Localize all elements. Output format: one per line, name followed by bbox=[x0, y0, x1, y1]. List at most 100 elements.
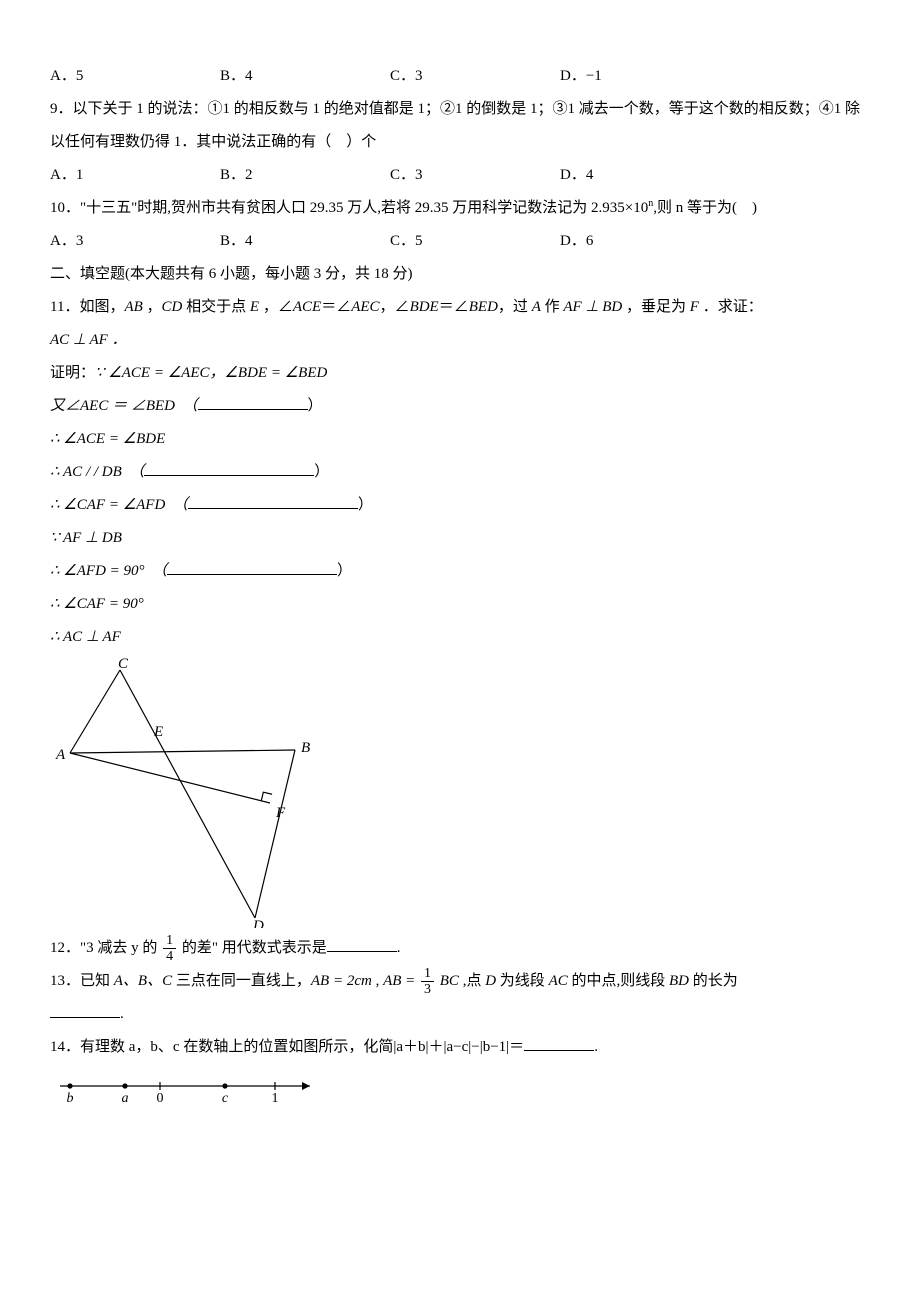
q11-t7: ＝∠ bbox=[439, 299, 469, 315]
svg-text:B: B bbox=[301, 740, 310, 756]
q11-p7b: ） bbox=[337, 563, 352, 579]
q13-e: 为线段 bbox=[496, 973, 549, 989]
q11-t8: ，过 bbox=[498, 299, 532, 315]
q11-e: E bbox=[250, 299, 259, 315]
q12-frac: 14 bbox=[163, 933, 176, 965]
proof-label: 证明： bbox=[50, 365, 95, 381]
svg-text:A: A bbox=[55, 747, 66, 763]
q11-t4: ，∠ bbox=[259, 299, 293, 315]
q13: 13．已知 A、B、C 三点在同一直线上，AB = 2cm , AB = 13 … bbox=[50, 965, 870, 998]
q12-c: . bbox=[397, 940, 401, 956]
q13-c: , bbox=[372, 973, 383, 989]
svg-text:a: a bbox=[122, 1091, 129, 1104]
q13-frac: 13 bbox=[421, 966, 434, 998]
q13-tail: . bbox=[50, 998, 870, 1031]
q9-choice-d: D．4 bbox=[560, 159, 730, 192]
q13-den: 3 bbox=[421, 981, 434, 997]
q11-t10: ，垂足为 bbox=[622, 299, 690, 315]
q11-blank-2[interactable] bbox=[144, 460, 314, 476]
q10-choice-c: C．5 bbox=[390, 225, 560, 258]
q13-abc: A、B、C bbox=[114, 973, 172, 989]
q9-choices: A．1 B．2 C．3 D．4 bbox=[50, 159, 870, 192]
q11-a: A bbox=[532, 299, 541, 315]
q8-choice-b: B．4 bbox=[220, 60, 390, 93]
svg-text:c: c bbox=[222, 1091, 229, 1104]
q11-proof: 证明：∵ ∠ACE = ∠AEC，∠BDE = ∠BED bbox=[50, 357, 870, 390]
q12-a: 12．"3 减去 y 的 bbox=[50, 940, 161, 956]
svg-text:D: D bbox=[252, 918, 264, 928]
q10-text-a: 10．"十三五"时期,贺州市共有贫困人口 29.35 万人,若将 29.35 万… bbox=[50, 200, 648, 216]
q12-den: 4 bbox=[163, 948, 176, 964]
q13-bd: BD bbox=[669, 973, 689, 989]
q11-aec: AEC bbox=[351, 299, 379, 315]
q11-p7a: ∴ ∠AFD = 90° （ bbox=[50, 563, 167, 579]
svg-text:F: F bbox=[275, 805, 286, 821]
q11-p9: ∴ AC ⊥ AF bbox=[50, 621, 870, 654]
q11-t9: 作 bbox=[541, 299, 564, 315]
q11-afbd: AF ⊥ BD bbox=[563, 299, 622, 315]
q11-t6: ，∠ bbox=[380, 299, 410, 315]
q11-p4b: ） bbox=[314, 464, 329, 480]
q13-d: ,点 bbox=[459, 973, 485, 989]
q12-b: 的差" 用代数式表示是 bbox=[178, 940, 327, 956]
q11-blank-1[interactable] bbox=[198, 394, 308, 410]
q11-blank-3[interactable] bbox=[188, 493, 358, 509]
q12-blank[interactable] bbox=[327, 936, 397, 952]
q9-text: 9．以下关于 1 的说法：①1 的相反数与 1 的绝对值都是 1；②1 的倒数是… bbox=[50, 93, 870, 159]
q11-p5a: ∴ ∠CAF = ∠AFD （ bbox=[50, 497, 188, 513]
q13-eq2r: BC bbox=[436, 973, 459, 989]
q10-choice-a: A．3 bbox=[50, 225, 220, 258]
q11-p4a: ∴ AC / / DB （ bbox=[50, 464, 144, 480]
q11-p2a: 又∠AEC ＝ ∠BED （ bbox=[50, 398, 198, 414]
svg-text:b: b bbox=[67, 1091, 74, 1104]
q11-t5: ＝∠ bbox=[321, 299, 351, 315]
q14-numberline-wrap: ba0c1 bbox=[50, 1068, 870, 1104]
q11-p7: ∴ ∠AFD = 90° （ ） bbox=[50, 555, 870, 588]
section2-header: 二、填空题(本大题共有 6 小题，每小题 3 分，共 18 分) bbox=[50, 258, 870, 291]
q13-blank[interactable] bbox=[50, 1002, 120, 1018]
q11-ab: AB bbox=[124, 299, 142, 315]
q13-eq2l: AB = bbox=[383, 973, 419, 989]
q11-p1: ∵ ∠ACE = ∠AEC，∠BDE = ∠BED bbox=[95, 365, 327, 381]
q11-line1: 11．如图，AB ，CD 相交于点 E ，∠ACE＝∠AEC，∠BDE＝∠BED… bbox=[50, 291, 870, 324]
q14-numberline: ba0c1 bbox=[50, 1068, 320, 1104]
q11-bed: BED bbox=[469, 299, 498, 315]
q11-blank-4[interactable] bbox=[167, 559, 337, 575]
svg-text:C: C bbox=[118, 658, 129, 672]
q11-bde: BDE bbox=[410, 299, 439, 315]
q11-t3: 相交于点 bbox=[182, 299, 250, 315]
q11-t2: ， bbox=[143, 299, 162, 315]
q12: 12．"3 减去 y 的 14 的差" 用代数式表示是. bbox=[50, 932, 870, 965]
q14: 14．有理数 a，b、c 在数轴上的位置如图所示，化简|a＋b|＋|a−c|−|… bbox=[50, 1031, 870, 1064]
q13-eq1: AB = 2cm bbox=[311, 973, 372, 989]
q13-g: 的长为 bbox=[689, 973, 738, 989]
q13-b: 三点在同一直线上， bbox=[172, 973, 311, 989]
q11-figure: ABCDEF bbox=[50, 658, 310, 928]
q11-p8: ∴ ∠CAF = 90° bbox=[50, 588, 870, 621]
q11-t1: 11．如图， bbox=[50, 299, 124, 315]
q8-choice-d: D．−1 bbox=[560, 60, 730, 93]
q11-p4: ∴ AC / / DB （ ） bbox=[50, 456, 870, 489]
q8-choice-a: A．5 bbox=[50, 60, 220, 93]
q11-line2: AC ⊥ AF ． bbox=[50, 324, 870, 357]
q11-p5b: ） bbox=[358, 497, 373, 513]
q8-choices: A．5 B．4 C．3 D．−1 bbox=[50, 60, 870, 93]
q13-f: 的中点,则线段 bbox=[568, 973, 669, 989]
q10-text: 10．"十三五"时期,贺州市共有贫困人口 29.35 万人,若将 29.35 万… bbox=[50, 192, 870, 225]
q11-p3: ∴ ∠ACE = ∠BDE bbox=[50, 423, 870, 456]
q13-a: 13．已知 bbox=[50, 973, 114, 989]
q10-choice-d: D．6 bbox=[560, 225, 730, 258]
q11-p5: ∴ ∠CAF = ∠AFD （ ） bbox=[50, 489, 870, 522]
q14-blank[interactable] bbox=[524, 1035, 594, 1051]
q11-ace: ACE bbox=[293, 299, 321, 315]
q13-num: 1 bbox=[421, 966, 434, 981]
q8-choice-c: C．3 bbox=[390, 60, 560, 93]
q11-p2b: ） bbox=[308, 398, 323, 414]
q9-choice-a: A．1 bbox=[50, 159, 220, 192]
q9-choice-b: B．2 bbox=[220, 159, 390, 192]
q11-p2: 又∠AEC ＝ ∠BED （ ） bbox=[50, 390, 870, 423]
q11-t11: ．求证： bbox=[699, 299, 763, 315]
q10-text-b: ,则 n 等于为( ) bbox=[653, 200, 757, 216]
q11-p6: ∵ AF ⊥ DB bbox=[50, 522, 870, 555]
q10-choice-b: B．4 bbox=[220, 225, 390, 258]
